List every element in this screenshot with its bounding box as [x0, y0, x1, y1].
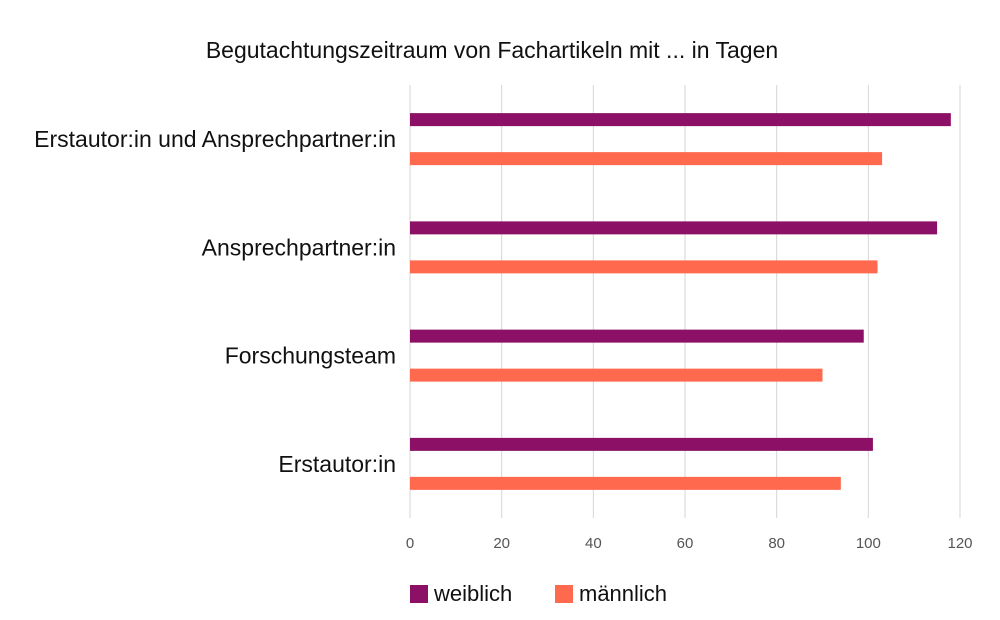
legend-label: weiblich	[433, 581, 512, 606]
legend: weiblich männlich	[410, 581, 667, 606]
x-tick-label: 60	[677, 535, 694, 552]
x-tick-label: 100	[856, 535, 881, 552]
x-axis-ticks: 0 20 40 60 80 100 120	[406, 535, 973, 552]
chart-title: Begutachtungszeitraum von Fachartikeln m…	[206, 37, 778, 63]
x-tick-label: 20	[493, 535, 510, 552]
legend-label: männlich	[579, 581, 667, 606]
bar-weiblich-2	[410, 329, 864, 343]
category-label: Erstautor:in	[278, 451, 396, 477]
legend-swatch-weiblich	[410, 585, 428, 603]
bar-männlich-3	[410, 476, 841, 490]
x-tick-label: 0	[406, 535, 414, 552]
category-labels: Erstautor:in und Ansprechpartner:in Anspr…	[34, 126, 396, 477]
legend-swatch-männlich	[555, 585, 573, 603]
bar-männlich-1	[410, 260, 878, 274]
category-label: Ansprechpartner:in	[202, 234, 396, 260]
category-label: Forschungsteam	[225, 343, 396, 369]
category-label: Erstautor:in und Ansprechpartner:in	[34, 126, 396, 152]
bar-männlich-0	[410, 152, 883, 166]
x-tick-label: 80	[768, 535, 785, 552]
x-tick-label: 40	[585, 535, 602, 552]
x-tick-label: 120	[947, 535, 972, 552]
bar-männlich-2	[410, 368, 823, 382]
bar-weiblich-1	[410, 221, 938, 235]
bars	[410, 113, 951, 490]
gridlines	[409, 85, 961, 518]
bar-weiblich-3	[410, 437, 873, 451]
bar-weiblich-0	[410, 113, 951, 127]
